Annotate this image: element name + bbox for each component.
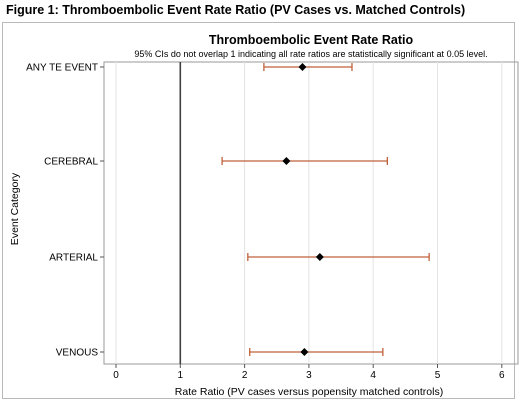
figure-caption: Figure 1: Thromboembolic Event Rate Rati… — [6, 3, 466, 17]
x-axis-label: Rate Ratio (PV cases versus popensity ma… — [175, 386, 443, 398]
y-axis-label: Event Category — [9, 172, 21, 245]
x-tick-label-3: 3 — [306, 370, 312, 381]
category-label: ANY TE EVENT — [26, 63, 98, 74]
estimate-marker — [298, 63, 307, 71]
x-tick-label-5: 5 — [435, 370, 441, 381]
x-tick-label-0: 0 — [113, 370, 119, 381]
x-axis: 0 1 2 3 4 5 6 — [113, 364, 505, 381]
chart-subtitle: 95% CIs do not overlap 1 indicating all … — [134, 49, 487, 59]
chart-title: Thromboembolic Event Rate Ratio — [209, 33, 414, 47]
x-tick-label-4: 4 — [370, 370, 376, 381]
chart-marks — [221, 63, 430, 356]
x-tick-label-2: 2 — [242, 370, 248, 381]
estimate-marker — [300, 348, 309, 356]
x-tick-label-6: 6 — [499, 370, 505, 381]
estimate-marker — [282, 157, 291, 165]
grid-lines — [115, 62, 503, 364]
y-axis: ANY TE EVENT CEREBRAL ARTERIAL VENOUS — [26, 63, 104, 359]
estimate-marker — [315, 253, 324, 261]
plot-area — [103, 61, 519, 365]
category-label: ARTERIAL — [49, 253, 98, 264]
x-tick-label-1: 1 — [178, 370, 184, 381]
category-label: VENOUS — [56, 348, 99, 359]
category-label: CEREBRAL — [44, 157, 98, 168]
chart-frame — [2, 22, 515, 399]
